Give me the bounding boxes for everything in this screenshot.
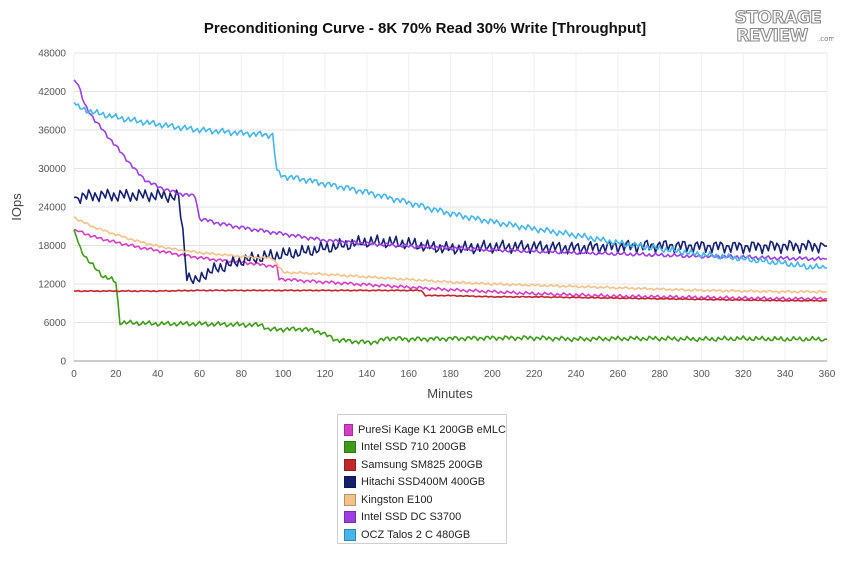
legend-swatch bbox=[344, 511, 356, 524]
x-tick-label: 160 bbox=[400, 369, 417, 380]
logo-line-1: STORAGE bbox=[735, 8, 822, 28]
x-tick-label: 320 bbox=[735, 369, 752, 380]
x-tick-label: 340 bbox=[777, 369, 794, 380]
y-tick-label: 48000 bbox=[38, 49, 66, 60]
legend-label: Samsung SM825 200GB bbox=[361, 458, 483, 471]
legend-label: Intel SSD DC S3700 bbox=[361, 511, 462, 524]
y-tick-label: 18000 bbox=[38, 241, 66, 252]
line-chart: 0 6000 12000 18000 24000 30000 36000 42000 48000… bbox=[9, 49, 836, 402]
legend-item[interactable]: Samsung SM825 200GB bbox=[344, 456, 506, 474]
x-tick-label: 180 bbox=[442, 369, 459, 380]
x-tick-label: 0 bbox=[71, 369, 77, 380]
storagereview-logo: STORAGE REVIEW .com bbox=[734, 7, 834, 46]
series-line-6 bbox=[73, 101, 828, 270]
x-axis-title: Minutes bbox=[427, 386, 473, 401]
legend-item[interactable]: Hitachi SSD400M 400GB bbox=[344, 474, 506, 492]
y-tick-label: 30000 bbox=[38, 164, 66, 175]
series-line-0 bbox=[73, 228, 827, 301]
legend-item[interactable]: Intel SSD 710 200GB bbox=[344, 439, 506, 457]
logo-line-2: REVIEW bbox=[736, 26, 808, 46]
x-tick-label: 60 bbox=[194, 369, 206, 380]
y-axis-ticks: 0 6000 12000 18000 24000 30000 36000 42000 48000 bbox=[38, 49, 66, 368]
x-tick-label: 100 bbox=[275, 369, 292, 380]
x-axis-ticks: 0 20 40 60 80 100 120 140 160 180 200 220 240 260 280 3… bbox=[71, 369, 836, 380]
legend-swatch bbox=[344, 493, 356, 506]
x-tick-label: 240 bbox=[568, 369, 585, 380]
x-tick-label: 200 bbox=[484, 369, 501, 380]
y-tick-label: 42000 bbox=[38, 87, 66, 98]
y-tick-label: 6000 bbox=[44, 318, 67, 329]
legend-label: OCZ Talos 2 C 480GB bbox=[361, 528, 471, 541]
y-tick-label: 36000 bbox=[38, 126, 66, 137]
series-line-1 bbox=[73, 229, 827, 346]
series-line-4 bbox=[73, 215, 827, 294]
legend-item[interactable]: PureSi Kage K1 200GB eMLC bbox=[344, 421, 506, 439]
legend-label: Kingston E100 bbox=[361, 493, 433, 506]
legend-item[interactable]: Intel SSD DC S3700 bbox=[344, 509, 506, 527]
x-tick-label: 120 bbox=[317, 369, 334, 380]
x-tick-label: 260 bbox=[609, 369, 626, 380]
legend-swatch bbox=[344, 423, 354, 436]
legend-label: Intel SSD 710 200GB bbox=[361, 441, 467, 454]
legend-item[interactable]: OCZ Talos 2 C 480GB bbox=[344, 526, 506, 544]
logo-suffix: .com bbox=[818, 35, 834, 43]
x-tick-label: 280 bbox=[651, 369, 668, 380]
series-lines bbox=[73, 79, 828, 346]
x-tick-label: 40 bbox=[152, 369, 164, 380]
y-tick-label: 0 bbox=[60, 357, 66, 368]
y-axis-title: IOps bbox=[9, 193, 24, 221]
legend-swatch bbox=[344, 441, 356, 454]
chart-title: Preconditioning Curve - 8K 70% Read 30% … bbox=[203, 20, 647, 37]
legend-item[interactable]: Kingston E100 bbox=[344, 491, 506, 509]
x-tick-label: 220 bbox=[526, 369, 543, 380]
y-tick-label: 24000 bbox=[38, 203, 66, 214]
legend-swatch bbox=[344, 458, 356, 471]
legend-swatch bbox=[344, 476, 356, 489]
series-line-2 bbox=[74, 289, 827, 302]
series-line-5 bbox=[73, 79, 828, 262]
x-tick-label: 80 bbox=[236, 369, 248, 380]
y-tick-label: 12000 bbox=[38, 280, 66, 291]
legend-label: PureSi Kage K1 200GB eMLC bbox=[358, 423, 506, 436]
legend-swatch bbox=[344, 528, 356, 541]
legend-label: Hitachi SSD400M 400GB bbox=[361, 476, 486, 489]
chart-legend: PureSi Kage K1 200GB eMLC Intel SSD 710 2… bbox=[337, 414, 507, 544]
x-tick-label: 20 bbox=[110, 369, 122, 380]
x-tick-label: 360 bbox=[819, 369, 836, 380]
x-tick-label: 140 bbox=[358, 369, 375, 380]
x-tick-label: 300 bbox=[693, 369, 710, 380]
